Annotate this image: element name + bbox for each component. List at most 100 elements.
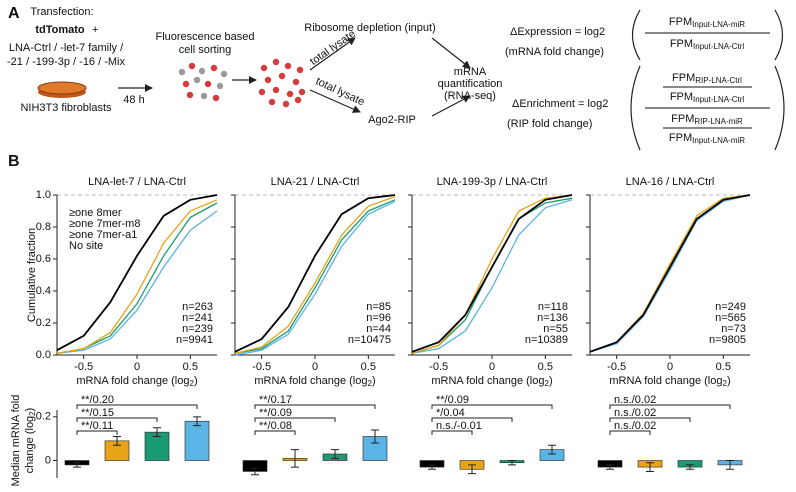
x-axis-label-part: ) bbox=[549, 375, 553, 387]
bracket bbox=[254, 417, 336, 422]
significance-label: **/0.17 bbox=[259, 394, 292, 406]
input-label: Ribosome depletion (input) bbox=[304, 22, 435, 34]
sorting-line: Fluorescence based bbox=[155, 31, 254, 43]
cell-dot bbox=[258, 88, 266, 96]
x-axis-label-part: 2 bbox=[545, 379, 550, 388]
cell-dot bbox=[212, 94, 220, 102]
cell-dot bbox=[188, 62, 196, 70]
formula-term-part: Input-LNA-Ctrl bbox=[693, 42, 744, 51]
significance-label: **/0.20 bbox=[81, 394, 114, 406]
cdf-line bbox=[411, 194, 573, 353]
n-label: n=249 bbox=[715, 301, 746, 313]
cdf-line bbox=[56, 199, 218, 355]
sorting-line: cell sorting bbox=[179, 44, 232, 56]
error-bar bbox=[153, 427, 161, 437]
x-axis-label: mRNA fold change (log2) bbox=[609, 375, 730, 388]
x-axis-label: mRNA fold change (log2) bbox=[76, 375, 197, 388]
n-label: n=9941 bbox=[176, 334, 213, 346]
significance-label: n.s./0.02 bbox=[614, 407, 656, 419]
n-label: n=44 bbox=[366, 323, 391, 335]
cell-dot bbox=[278, 72, 286, 80]
n-label: n=565 bbox=[715, 312, 746, 324]
y-axis-label: Cumulative fraction bbox=[26, 228, 38, 322]
formula-term-part: Input-LNA-miR bbox=[692, 20, 745, 29]
formula-term-part: Input-LNA-miR bbox=[692, 136, 745, 145]
y-tick-label: 0.2 bbox=[36, 317, 51, 329]
x-axis-label: mRNA fold change (log2) bbox=[431, 375, 552, 388]
cdf-line bbox=[589, 194, 751, 353]
x-tick-label: -0.5 bbox=[74, 361, 93, 373]
x-tick-label: 0 bbox=[134, 361, 140, 373]
n-label: n=85 bbox=[366, 301, 391, 313]
arrow bbox=[431, 37, 471, 69]
bracket bbox=[609, 404, 731, 409]
y-tick-label: 0.0 bbox=[36, 349, 51, 361]
error-bar bbox=[291, 449, 299, 468]
n-label: n=55 bbox=[543, 323, 568, 335]
bracket bbox=[609, 430, 651, 435]
arrow bbox=[309, 37, 356, 71]
x-tick-label: 0.5 bbox=[538, 361, 553, 373]
error-bar bbox=[646, 462, 654, 472]
quant-line: (RNA-seq) bbox=[444, 90, 496, 102]
legend-entry: No site bbox=[69, 240, 103, 252]
x-tick-label: 0 bbox=[489, 361, 495, 373]
cell-dot bbox=[264, 76, 272, 84]
bar bbox=[184, 420, 210, 461]
x-tick-label: -0.5 bbox=[252, 361, 271, 373]
x-axis-label-part: 2 bbox=[190, 379, 195, 388]
formula-term-part: FPM bbox=[672, 72, 695, 84]
cells-label: NIH3T3 fibroblasts bbox=[20, 102, 112, 114]
formula-note: (RIP fold change) bbox=[507, 118, 592, 130]
paren bbox=[630, 65, 641, 151]
n-label: n=9805 bbox=[709, 334, 746, 346]
time-label: 48 h bbox=[123, 94, 144, 106]
x-axis-label-part: ) bbox=[372, 375, 376, 387]
error-bar bbox=[331, 449, 339, 459]
chart-title: LNA-16 / LNA-Ctrl bbox=[626, 176, 715, 188]
cell-dot bbox=[296, 66, 304, 74]
cell-dot bbox=[182, 80, 190, 88]
formula-term: FPMRIP-LNA-Ctrl bbox=[672, 72, 742, 85]
significance-label: **/0.08 bbox=[259, 420, 292, 432]
error-bar bbox=[726, 460, 734, 470]
error-bar bbox=[113, 436, 121, 446]
cell-dot bbox=[284, 62, 292, 70]
bracket bbox=[431, 417, 513, 422]
bracket bbox=[431, 430, 473, 435]
significance-label: **/0.15 bbox=[81, 407, 114, 419]
x-tick-label: 0 bbox=[312, 361, 318, 373]
formula-term: FPMInput-LNA-Ctrl bbox=[670, 91, 745, 104]
formula-term: FPMRIP-LNA-miR bbox=[671, 113, 743, 126]
x-axis-label: mRNA fold change (log2) bbox=[254, 375, 375, 388]
reporter: tdTomato bbox=[35, 24, 85, 36]
formula-lhs: ΔEnrichment = log2 bbox=[512, 98, 608, 110]
bracket bbox=[609, 417, 691, 422]
formula-term-part: RIP-LNA-miR bbox=[694, 117, 743, 126]
error-bar bbox=[508, 460, 516, 466]
n-label: n=263 bbox=[182, 301, 213, 313]
x-tick-label: 0.5 bbox=[183, 361, 198, 373]
cell-dot bbox=[198, 67, 206, 75]
cell-dot bbox=[193, 76, 201, 84]
n-label: n=136 bbox=[537, 312, 568, 324]
paren bbox=[631, 9, 641, 61]
formula-term-part: FPM bbox=[670, 91, 693, 103]
cell-dot bbox=[200, 92, 208, 100]
x-axis-label-part: ) bbox=[727, 375, 731, 387]
significance-label: **/0.09 bbox=[436, 394, 469, 406]
y-axis-label-part: ) bbox=[24, 408, 36, 412]
x-tick-label: -0.5 bbox=[607, 361, 626, 373]
x-axis-label-part: mRNA fold change (log bbox=[431, 375, 544, 387]
error-bar bbox=[606, 464, 614, 470]
lysate-label: total lysate bbox=[308, 28, 358, 68]
formula-term-part: Input-LNA-Ctrl bbox=[693, 95, 744, 104]
quant-line: mRNA bbox=[454, 66, 487, 78]
arrow bbox=[309, 89, 361, 113]
error-bar bbox=[428, 464, 436, 470]
cdf-line bbox=[56, 194, 218, 351]
bracket bbox=[254, 430, 296, 435]
error-bar bbox=[686, 464, 694, 470]
formula-term: FPMInput-LNA-miR bbox=[669, 132, 745, 145]
